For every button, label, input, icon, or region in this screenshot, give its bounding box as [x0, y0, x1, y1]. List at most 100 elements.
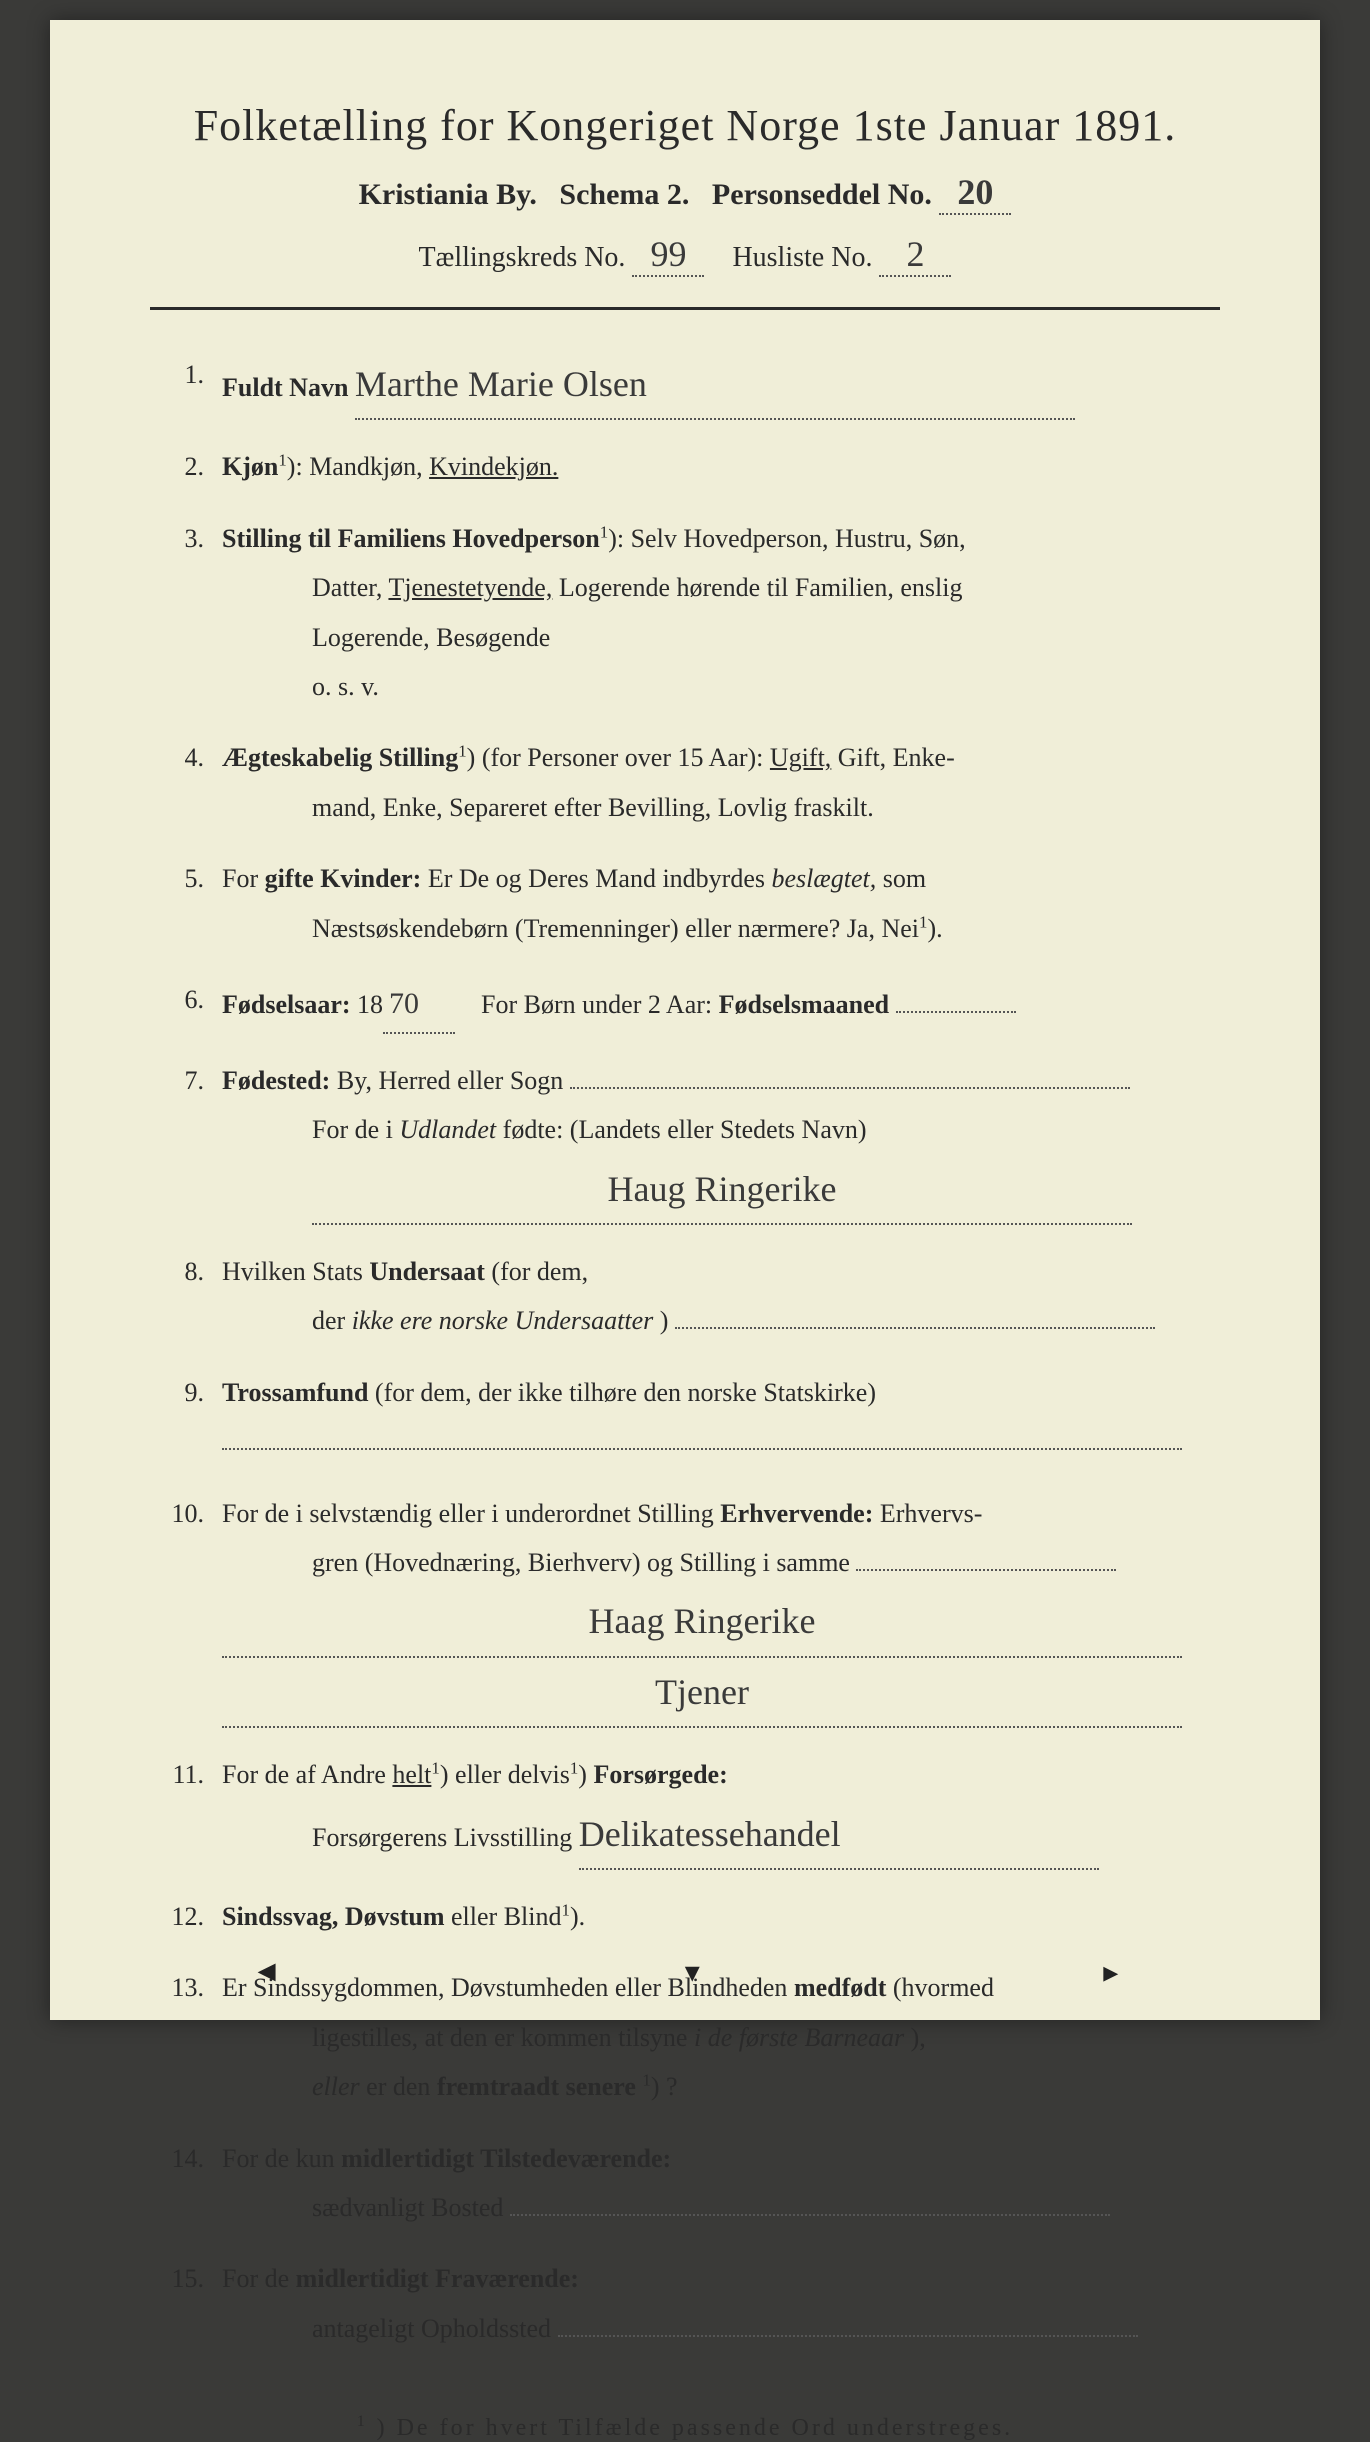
q6-label2: Fødselsmaaned — [719, 990, 889, 1019]
subline: Tællingskreds No. 99 Husliste No. 2 — [150, 233, 1220, 277]
footnote: 1 ) De for hvert Tilfælde passende Ord u… — [150, 2413, 1220, 2442]
taellingskreds-no: 99 — [632, 233, 704, 277]
item-7: 7. Fødested: By, Herred eller Sogn For d… — [150, 1056, 1220, 1225]
num-11: 11. — [150, 1750, 222, 1870]
q11-u1: helt — [392, 1760, 431, 1789]
item-6: 6. Fødselsaar: 1870 For Børn under 2 Aar… — [150, 975, 1220, 1034]
divider-rule — [150, 307, 1220, 310]
q6-month — [896, 1011, 1016, 1013]
footnote-text: ) De for hvert Tilfælde passende Ord und… — [377, 2415, 1014, 2441]
q7-sogn — [570, 1087, 1130, 1089]
q10-value2: Tjener — [222, 1658, 1182, 1728]
husliste-label: Husliste No. — [732, 242, 872, 273]
q4-paren: (for Personer over 15 Aar): — [482, 743, 764, 772]
form-items: 1. Fuldt Navn Marthe Marie Olsen 2. Kjøn… — [150, 350, 1220, 2353]
q15-blank — [558, 2335, 1138, 2337]
q3-line1a: Selv Hovedperson, Hustru, Søn, — [631, 524, 966, 553]
q2-selected: Kvindekjøn. — [429, 452, 558, 481]
q7-line1: By, Herred eller Sogn — [337, 1066, 563, 1095]
q13-sup: 1 — [642, 2071, 650, 2090]
taellingskreds-label: Tællingskreds No. — [419, 242, 626, 273]
q7-em: Udlandet — [399, 1115, 496, 1144]
q13-line2a: ligestilles, at den er kommen tilsyne — [312, 2023, 694, 2052]
num-12: 12. — [150, 1892, 222, 1941]
q13-line2b: ), — [911, 2023, 926, 2052]
pin-icon: ◄ — [252, 1955, 282, 1990]
q12-sup: 1 — [562, 1900, 570, 1919]
q13-line3b: er den — [366, 2072, 437, 2101]
census-form-page: Folketælling for Kongeriget Norge 1ste J… — [50, 20, 1320, 2020]
q4-sup: 1 — [458, 742, 466, 761]
q2-label: Kjøn — [222, 452, 278, 481]
q10-line2: gren (Hovednæring, Bierhverv) og Stillin… — [312, 1548, 850, 1577]
q15-line2: antageligt Opholdssted — [312, 2314, 551, 2343]
q10-blank1 — [856, 1569, 1116, 1571]
q12-rest: eller Blind — [451, 1902, 561, 1931]
item-5: 5. For gifte Kvinder: Er De og Deres Man… — [150, 854, 1220, 953]
q4-selected: Ugift, — [770, 743, 831, 772]
q11-sup1: 1 — [431, 1759, 439, 1778]
num-1: 1. — [150, 350, 222, 420]
q7-line2a: For de i — [312, 1115, 399, 1144]
q3-line2b: Logerende hørende til Familien, enslig — [559, 573, 963, 602]
q8-line2: der — [312, 1306, 352, 1335]
num-10: 10. — [150, 1489, 222, 1729]
q3-label: Stilling til Familiens Hovedperson — [222, 524, 600, 553]
item-9: 9. Trossamfund (for dem, der ikke tilhør… — [150, 1368, 1220, 1467]
q9-rest: (for dem, der ikke tilhøre den norske St… — [375, 1378, 876, 1407]
q8-em: ikke ere norske Undersaatter — [352, 1306, 654, 1335]
item-8: 8. Hvilken Stats Undersaat (for dem, der… — [150, 1247, 1220, 1346]
q3-line4: o. s. v. — [312, 672, 379, 701]
num-2: 2. — [150, 442, 222, 491]
q6-rest: For Børn under 2 Aar: — [481, 990, 719, 1019]
item-4: 4. Ægteskabelig Stilling1) (for Personer… — [150, 733, 1220, 832]
q4-line2: mand, Enke, Separeret efter Bevilling, L… — [312, 793, 874, 822]
q5-lead: For — [222, 864, 265, 893]
city: Kristiania By. — [359, 178, 537, 211]
q14-lead: For de kun — [222, 2144, 341, 2173]
q10-line1a: For de i selvstændig eller i underordnet… — [222, 1499, 720, 1528]
num-7: 7. — [150, 1056, 222, 1225]
num-5: 5. — [150, 854, 222, 953]
q12-label: Sindssvag, Døvstum — [222, 1902, 445, 1931]
q5-sup: 1 — [919, 912, 927, 931]
pin-icon: ▾ — [685, 1955, 700, 1990]
q11-value: Delikatessehandel — [579, 1800, 1099, 1870]
q2-sup: 1 — [278, 451, 286, 470]
num-3: 3. — [150, 514, 222, 712]
num-8: 8. — [150, 1247, 222, 1346]
q13-em: i de første Barneaar — [694, 2023, 904, 2052]
q14-line2: sædvanligt Bosted — [312, 2193, 503, 2222]
q1-value: Marthe Marie Olsen — [355, 350, 1075, 420]
subtitle-line: Kristiania By. Schema 2. Personseddel No… — [150, 171, 1220, 215]
q5-line1b: som — [883, 864, 926, 893]
item-12: 12. Sindssvag, Døvstum eller Blind1). — [150, 1892, 1220, 1941]
pin-icon: ▸ — [1103, 1955, 1118, 1990]
q3-line3: Logerende, Besøgende — [312, 623, 550, 652]
q8-line1: Hvilken Stats — [222, 1257, 369, 1286]
item-11: 11. For de af Andre helt1) eller delvis1… — [150, 1750, 1220, 1870]
q5-line2: Næstsøskendebørn (Tremenninger) eller næ… — [312, 914, 919, 943]
q10-value1: Haag Ringerike — [222, 1587, 1182, 1657]
q7-label: Fødested: — [222, 1066, 330, 1095]
num-6: 6. — [150, 975, 222, 1034]
q8-line2b: ) — [660, 1306, 669, 1335]
q7-value: Haug Ringerike — [312, 1155, 1132, 1225]
q4-rest1: Gift, Enke- — [838, 743, 955, 772]
num-14: 14. — [150, 2134, 222, 2233]
q6-prefix: 18 — [357, 990, 383, 1019]
q10-line1b: Erhvervs- — [880, 1499, 983, 1528]
num-4: 4. — [150, 733, 222, 832]
q5-em1: beslægtet, — [772, 864, 877, 893]
q13-b2: fremtraadt senere — [437, 2072, 636, 2101]
q15-lead: For de — [222, 2264, 296, 2293]
q11-label: Forsørgede: — [593, 1760, 727, 1789]
q9-label: Trossamfund — [222, 1378, 368, 1407]
q11-line2: Forsørgerens Livsstilling — [312, 1823, 572, 1852]
footnote-sup: 1 — [357, 2413, 368, 2430]
q5-label: gifte Kvinder: — [265, 864, 422, 893]
num-15: 15. — [150, 2254, 222, 2353]
item-14: 14. For de kun midlertidigt Tilstedevære… — [150, 2134, 1220, 2233]
q10-label: Erhvervende: — [720, 1499, 873, 1528]
q8-blank — [675, 1327, 1155, 1329]
